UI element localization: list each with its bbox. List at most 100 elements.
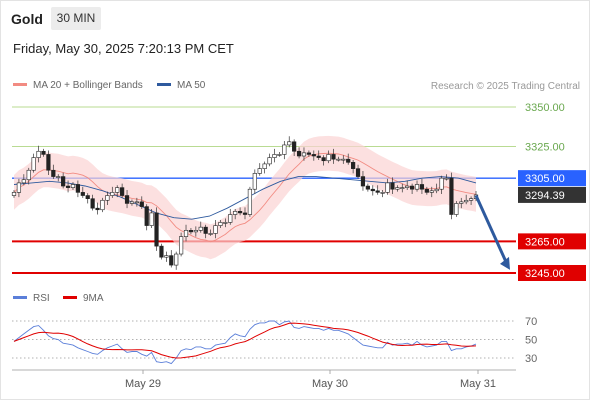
legend-9ma-label: 9MA [83, 293, 104, 304]
candle-body [70, 184, 76, 188]
legend-ma50-label: MA 50 [177, 80, 206, 91]
candle-body [154, 212, 159, 247]
x-tick-label-2: May 30 [312, 378, 348, 390]
candle-body [237, 211, 243, 214]
candle-body [321, 157, 326, 162]
candle-body [95, 207, 100, 211]
candle-body [267, 157, 272, 165]
candle-body [242, 212, 248, 215]
candle-body [223, 222, 228, 224]
legend-ma50-swatch [157, 82, 171, 86]
candle-body [105, 195, 110, 201]
candle-body [174, 253, 179, 266]
candle-body [144, 206, 149, 226]
candle-body [282, 144, 287, 155]
last-price-label-bg [518, 186, 586, 203]
candle-body [257, 168, 262, 174]
candle-body [11, 192, 17, 196]
legend-rsi: RSI [13, 293, 50, 304]
candle-body [468, 198, 474, 201]
candle-body [375, 190, 380, 193]
candle-body [134, 201, 139, 204]
credit-text: Research © 2025 Trading Central [430, 81, 580, 92]
candle-body [410, 185, 415, 190]
pivot-price-label: 3305.00 [525, 173, 565, 185]
support-price-label-1: 3265.00 [525, 236, 565, 248]
candle-body [252, 173, 257, 190]
candle-body [183, 230, 189, 237]
candle-body [262, 163, 267, 169]
candle-body [464, 199, 469, 203]
x-tick-label-1: May 29 [125, 378, 161, 390]
resistance-price-label-1: 3350.00 [525, 102, 565, 114]
forecast-arrow-shaft [474, 194, 508, 263]
x-tick-label-3: May 31 [460, 378, 496, 390]
candle-body [56, 176, 61, 178]
candle-body [21, 179, 26, 184]
candle-body [419, 184, 425, 190]
candle-body [139, 201, 144, 207]
candle-body [316, 155, 321, 158]
chart-datetime: Friday, May 30, 2025 7:20:13 PM CET [13, 41, 234, 56]
candle-body [351, 162, 356, 169]
rsi-9ma-line [13, 322, 477, 359]
candle-body [179, 236, 184, 255]
candle-body [164, 255, 169, 258]
candle-body [346, 158, 351, 163]
candle-body [395, 187, 400, 190]
candle-body [247, 188, 253, 215]
candle-body [124, 195, 130, 204]
last-price-label: 3294.39 [525, 190, 565, 202]
candle-body [115, 187, 120, 193]
candle-body [365, 185, 370, 190]
candle-body [341, 158, 346, 161]
candle-body [292, 141, 297, 152]
candle-body [198, 226, 203, 231]
candle-body [188, 230, 194, 233]
instrument-title: Gold [11, 11, 43, 27]
rsi-tick-30: 30 [525, 353, 537, 365]
timeframe-badge[interactable]: 30 MIN [51, 7, 101, 30]
candle-body [120, 187, 125, 196]
candle-body [405, 185, 410, 188]
bollinger-band-fill [14, 135, 476, 260]
candle-body [272, 154, 277, 158]
candle-body [26, 169, 31, 181]
candle-body [336, 158, 341, 161]
legend-ma20-swatch [13, 82, 27, 86]
rsi-tick-50: 50 [525, 335, 537, 347]
candle-body [51, 169, 56, 177]
ma50-line [13, 176, 477, 220]
candle-body [213, 225, 218, 234]
candle-body [31, 157, 36, 171]
candle-body [61, 176, 66, 187]
candle-body [370, 188, 375, 192]
candle-body [301, 152, 307, 157]
candle-body [400, 187, 405, 189]
candle-body [429, 190, 434, 193]
header-bar: Gold 30 MIN [0, 0, 590, 36]
legend-ma20: MA 20 + Bollinger Bands [13, 80, 143, 91]
legend-rsi-swatch [13, 295, 27, 299]
candle-body [203, 226, 208, 234]
legend-ma50: MA 50 [157, 80, 205, 91]
candle-body [296, 150, 302, 157]
support-price-label-1-bg [518, 233, 586, 250]
candle-body [16, 182, 22, 193]
candle-body [46, 154, 51, 171]
rsi-tick-70: 70 [525, 316, 537, 328]
pivot-price-label-bg [518, 170, 586, 187]
candle-body [287, 141, 292, 146]
candle-body [233, 211, 238, 215]
candle-body [41, 150, 46, 155]
candle-body [459, 201, 464, 204]
support-price-label-2-bg [518, 265, 586, 281]
candles-group [11, 136, 479, 270]
legend-9ma-swatch [63, 295, 77, 299]
candle-body [169, 255, 174, 266]
candle-body [75, 184, 80, 193]
candle-body [439, 177, 444, 190]
forecast-arrow-head [500, 256, 510, 270]
legend-rsi-label: RSI [33, 293, 50, 304]
candle-body [306, 152, 311, 155]
